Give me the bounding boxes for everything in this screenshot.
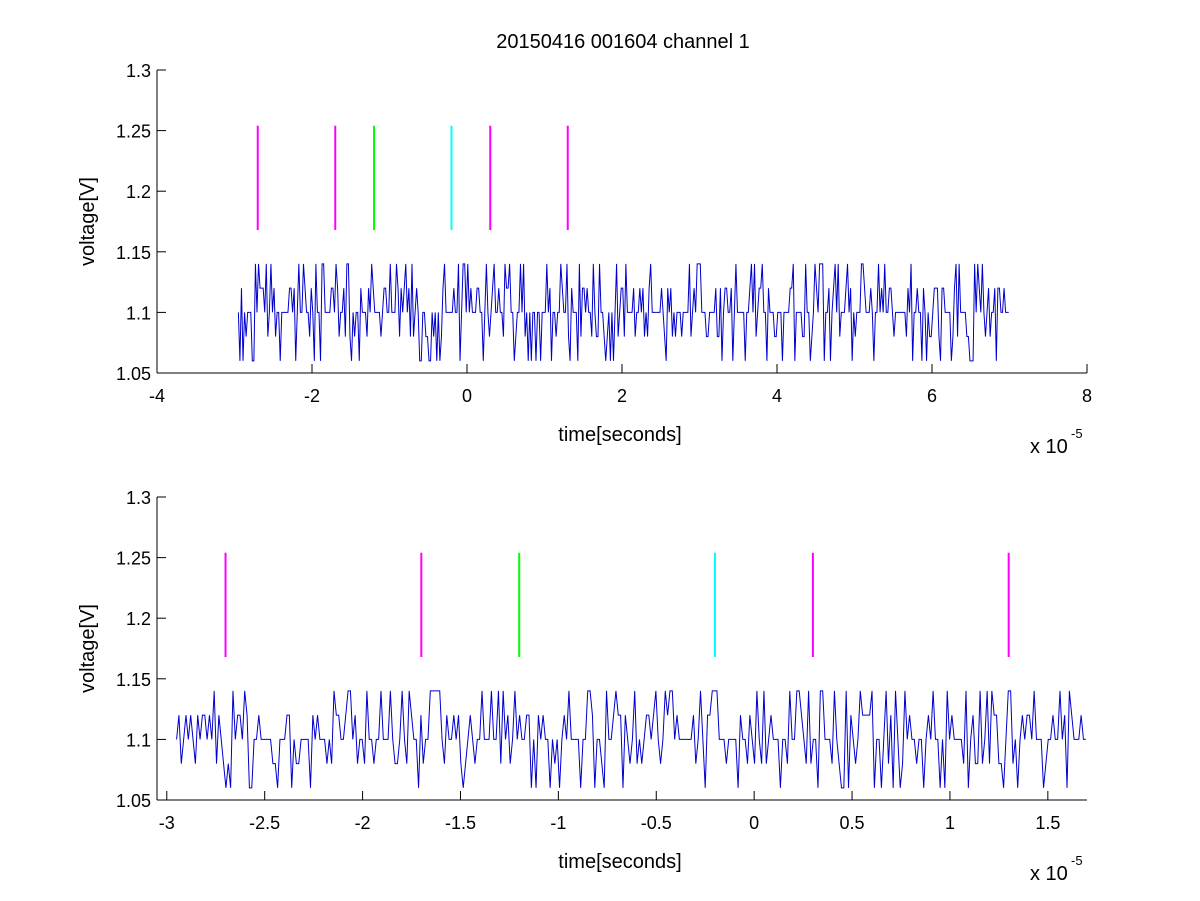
x-tick-label: -2 [304, 386, 320, 406]
x-tick-label: 1 [945, 813, 955, 833]
x-multiplier-exponent: -5 [1071, 853, 1083, 868]
x-tick-label: -2.5 [249, 813, 280, 833]
x-axis-label: time[seconds] [558, 851, 681, 873]
x-tick-label: -4 [149, 386, 165, 406]
x-tick-label: -3 [159, 813, 175, 833]
x-multiplier-exponent: -5 [1071, 426, 1083, 441]
x-multiplier: x 10 [1030, 863, 1068, 885]
y-tick-label: 1.05 [116, 791, 151, 811]
x-multiplier: x 10 [1030, 436, 1068, 458]
y-tick-label: 1.05 [116, 364, 151, 384]
x-tick-label: 4 [772, 386, 782, 406]
y-tick-label: 1.25 [116, 122, 151, 142]
x-tick-label: 1.5 [1035, 813, 1060, 833]
y-tick-label: 1.2 [126, 609, 151, 629]
x-tick-label: 0 [462, 386, 472, 406]
signal-trace [237, 263, 1009, 362]
x-tick-label: 0 [749, 813, 759, 833]
y-axis-label: voltage[V] [77, 604, 99, 693]
y-tick-label: 1.15 [116, 670, 151, 690]
x-tick-label: -1.5 [445, 813, 476, 833]
y-tick-label: 1.15 [116, 243, 151, 263]
x-tick-label: 8 [1082, 386, 1092, 406]
y-tick-label: 1.2 [126, 182, 151, 202]
x-tick-label: -2 [355, 813, 371, 833]
x-tick-label: 2 [617, 386, 627, 406]
x-tick-label: -0.5 [641, 813, 672, 833]
x-tick-label: 0.5 [840, 813, 865, 833]
top-axes: -4 -2 0 2 4 6 8 1.05 1.1 1.15 1.2 1.25 1.3 time[secon… [77, 61, 1092, 458]
figure-title: 20150416 001604 channel 1 [496, 31, 750, 53]
y-tick-label: 1.25 [116, 549, 151, 569]
y-tick-label: 1.3 [126, 61, 151, 81]
y-tick-label: 1.1 [126, 303, 151, 323]
y-tick-label: 1.3 [126, 488, 151, 508]
bottom-axes: -3 -2.5 -2 -1.5 -1 -0.5 0 0.5 1 1.5 1.05 1.1 1.15 1.2… [77, 488, 1087, 885]
x-tick-label: 6 [927, 386, 937, 406]
y-axis-label: voltage[V] [77, 177, 99, 266]
y-tick-label: 1.1 [126, 730, 151, 750]
x-axis-label: time[seconds] [558, 424, 681, 446]
x-tick-label: -1 [550, 813, 566, 833]
signal-trace [176, 690, 1086, 789]
